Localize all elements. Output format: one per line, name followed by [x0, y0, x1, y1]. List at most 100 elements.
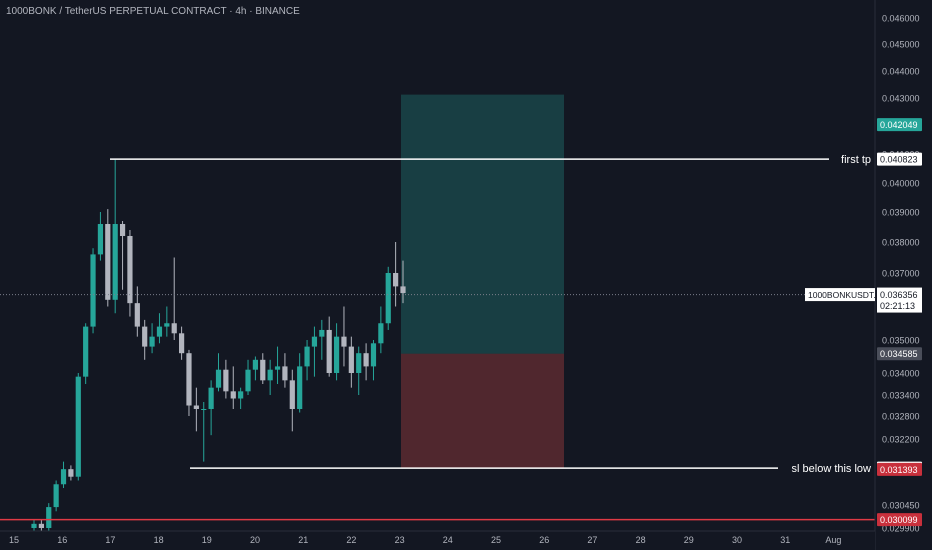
- candle-body[interactable]: [341, 336, 347, 347]
- time-tick-label: 22: [346, 535, 356, 545]
- candle-body[interactable]: [311, 336, 318, 347]
- candle-body[interactable]: [75, 376, 81, 477]
- time-tick-label: 24: [443, 535, 453, 545]
- candle-body[interactable]: [333, 336, 340, 373]
- candle-body[interactable]: [179, 333, 185, 354]
- price-tick-label: 0.046000: [882, 14, 920, 24]
- price-tick-label: 0.038000: [882, 238, 920, 248]
- candle-body[interactable]: [304, 346, 310, 367]
- candle-body[interactable]: [201, 409, 207, 410]
- entry-price-tag: 0.034585: [880, 349, 918, 359]
- red-line-price-tag-bg: [877, 513, 922, 527]
- candle-body[interactable]: [68, 469, 74, 477]
- target-price-tag-bg: [877, 118, 922, 132]
- bar-countdown: 02:21:13: [880, 301, 915, 311]
- candle-body[interactable]: [289, 380, 295, 409]
- red-line-price-tag: 0.030099: [880, 515, 918, 525]
- candle-body[interactable]: [142, 326, 148, 347]
- symbol-tag: 1000BONKUSDT.P: [808, 290, 882, 300]
- candle-body[interactable]: [363, 353, 369, 367]
- candle-body[interactable]: [319, 329, 325, 337]
- candle-body[interactable]: [378, 323, 384, 344]
- candle-body[interactable]: [127, 236, 133, 304]
- time-tick-label: 30: [732, 535, 742, 545]
- target-price-tag: 0.042049: [880, 120, 918, 130]
- candle-body[interactable]: [90, 254, 96, 327]
- price-tick-label: 0.043000: [882, 94, 920, 104]
- candle-body[interactable]: [208, 387, 214, 409]
- candle-body[interactable]: [149, 336, 155, 347]
- time-tick-label: 21: [298, 535, 308, 545]
- candle-body[interactable]: [105, 224, 111, 300]
- profit-zone[interactable]: [401, 94, 564, 354]
- time-tick-label: 15: [9, 535, 19, 545]
- candle-body[interactable]: [282, 366, 288, 381]
- price-axis[interactable]: [875, 0, 932, 550]
- entry-price-tag-bg: [877, 347, 922, 361]
- first-tp-price-tag-bg: [877, 152, 922, 166]
- candle-body[interactable]: [370, 343, 377, 367]
- candle-body[interactable]: [223, 369, 229, 392]
- candle-body[interactable]: [38, 523, 44, 528]
- candle-body[interactable]: [97, 224, 104, 255]
- time-tick-label: 16: [57, 535, 67, 545]
- candle-body[interactable]: [326, 329, 332, 373]
- candle-body[interactable]: [112, 224, 118, 300]
- candle-body[interactable]: [46, 507, 52, 528]
- time-tick-label: 18: [154, 535, 164, 545]
- time-tick-label: Aug: [825, 535, 841, 545]
- candle-body[interactable]: [83, 326, 89, 377]
- price-tick-label: 0.034000: [882, 369, 920, 379]
- candle-body[interactable]: [186, 353, 192, 406]
- candle-body[interactable]: [400, 286, 406, 294]
- price-tick-label: 0.032200: [882, 435, 920, 445]
- candle-body[interactable]: [164, 323, 170, 327]
- time-tick-label: 25: [491, 535, 501, 545]
- candle-body[interactable]: [156, 326, 163, 337]
- time-tick-label: 26: [539, 535, 549, 545]
- time-tick-label: 31: [780, 535, 790, 545]
- stop-price-tag: 0.031393: [880, 465, 918, 475]
- candle-body[interactable]: [119, 224, 126, 236]
- time-axis[interactable]: [0, 531, 875, 550]
- time-tick-label: 27: [587, 535, 597, 545]
- loss-zone[interactable]: [401, 353, 564, 469]
- candle-body[interactable]: [60, 469, 67, 485]
- time-tick-label: 19: [202, 535, 212, 545]
- candle-body[interactable]: [274, 366, 281, 370]
- candle-body[interactable]: [53, 484, 59, 508]
- candle-body[interactable]: [393, 273, 399, 287]
- candle-body[interactable]: [171, 323, 177, 334]
- sl-label: sl below this low: [792, 463, 872, 475]
- candle-body[interactable]: [356, 353, 362, 373]
- candle-body[interactable]: [348, 346, 354, 373]
- candle-body[interactable]: [230, 391, 236, 399]
- candle-body[interactable]: [215, 369, 222, 388]
- current-price-tag-bg: [877, 287, 922, 313]
- candle-body[interactable]: [238, 391, 244, 399]
- time-tick-label: 17: [105, 535, 115, 545]
- candle-body[interactable]: [245, 369, 251, 392]
- symbol-title[interactable]: 1000BONK / TetherUS PERPETUAL CONTRACT ·…: [6, 6, 300, 17]
- candle-body[interactable]: [267, 369, 273, 381]
- price-tick-label: 0.039000: [882, 208, 920, 218]
- stop-price-tag-bg: [877, 462, 922, 476]
- candle-body[interactable]: [385, 273, 391, 324]
- time-tick-label: 23: [395, 535, 405, 545]
- candle-body[interactable]: [260, 359, 266, 381]
- price-tick-label: 0.045000: [882, 40, 920, 50]
- first-tp-price-tag: 0.040823: [880, 155, 918, 165]
- price-tick-label: 0.033400: [882, 391, 920, 401]
- candle-body[interactable]: [252, 359, 258, 370]
- candle-body[interactable]: [134, 303, 140, 327]
- price-tick-label: 0.035000: [882, 336, 920, 346]
- symbol-tag-bg: [805, 288, 875, 302]
- candle-body[interactable]: [31, 523, 37, 528]
- price-tick-label: 0.044000: [882, 67, 920, 77]
- time-tick-label: 28: [636, 535, 646, 545]
- candle-body[interactable]: [297, 366, 303, 409]
- candle-body[interactable]: [193, 405, 199, 410]
